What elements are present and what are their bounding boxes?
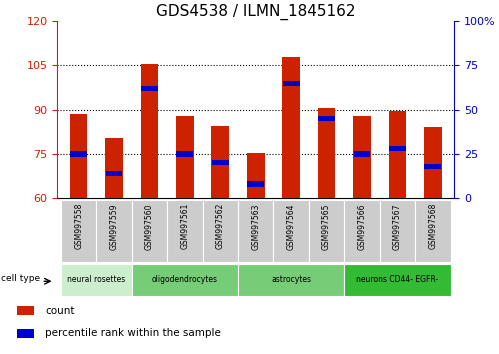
Text: GSM997558: GSM997558 — [74, 203, 83, 250]
Bar — [380, 200, 415, 262]
Text: astrocytes: astrocytes — [271, 275, 311, 284]
Bar — [61, 264, 132, 296]
Text: percentile rank within the sample: percentile rank within the sample — [45, 328, 221, 338]
Text: GSM997565: GSM997565 — [322, 203, 331, 250]
Bar — [415, 200, 451, 262]
Bar — [167, 200, 203, 262]
Text: GSM997563: GSM997563 — [251, 203, 260, 250]
Bar — [424, 127, 442, 198]
Bar — [177, 152, 193, 156]
Bar — [132, 200, 167, 262]
Text: neural rosettes: neural rosettes — [67, 275, 125, 284]
Bar — [17, 307, 34, 315]
Text: GSM997566: GSM997566 — [357, 203, 366, 250]
Text: GSM997564: GSM997564 — [286, 203, 296, 250]
Bar — [354, 152, 370, 156]
Bar — [105, 138, 123, 198]
Text: GSM997561: GSM997561 — [181, 203, 190, 250]
Text: cell type: cell type — [1, 274, 40, 282]
Text: GSM997568: GSM997568 — [428, 203, 437, 250]
Bar — [141, 64, 158, 198]
Text: GSM997559: GSM997559 — [110, 203, 119, 250]
Bar — [282, 57, 300, 198]
Bar — [273, 200, 309, 262]
Bar — [425, 164, 441, 169]
Bar — [344, 200, 380, 262]
Bar — [318, 116, 335, 121]
Bar — [238, 200, 273, 262]
Title: GDS4538 / ILMN_1845162: GDS4538 / ILMN_1845162 — [156, 4, 355, 20]
Bar — [318, 108, 335, 198]
Bar — [61, 200, 96, 262]
Bar — [344, 264, 451, 296]
Bar — [389, 111, 406, 198]
Bar — [212, 160, 229, 166]
Text: count: count — [45, 306, 74, 316]
Text: oligodendrocytes: oligodendrocytes — [152, 275, 218, 284]
Bar — [283, 81, 299, 86]
Bar — [238, 264, 344, 296]
Bar — [248, 181, 264, 187]
Text: neurons CD44- EGFR-: neurons CD44- EGFR- — [356, 275, 439, 284]
Bar — [70, 152, 87, 156]
Bar — [106, 171, 122, 176]
Bar — [70, 114, 87, 198]
Bar — [309, 200, 344, 262]
Bar — [389, 146, 406, 152]
Text: GSM997560: GSM997560 — [145, 203, 154, 250]
Bar — [247, 153, 264, 198]
Bar — [212, 126, 229, 198]
Bar — [203, 200, 238, 262]
Text: GSM997567: GSM997567 — [393, 203, 402, 250]
Bar — [132, 264, 238, 296]
Bar — [96, 200, 132, 262]
Text: GSM997562: GSM997562 — [216, 203, 225, 250]
Bar — [17, 329, 34, 338]
Bar — [176, 116, 194, 198]
Bar — [141, 86, 158, 91]
Bar — [353, 116, 371, 198]
